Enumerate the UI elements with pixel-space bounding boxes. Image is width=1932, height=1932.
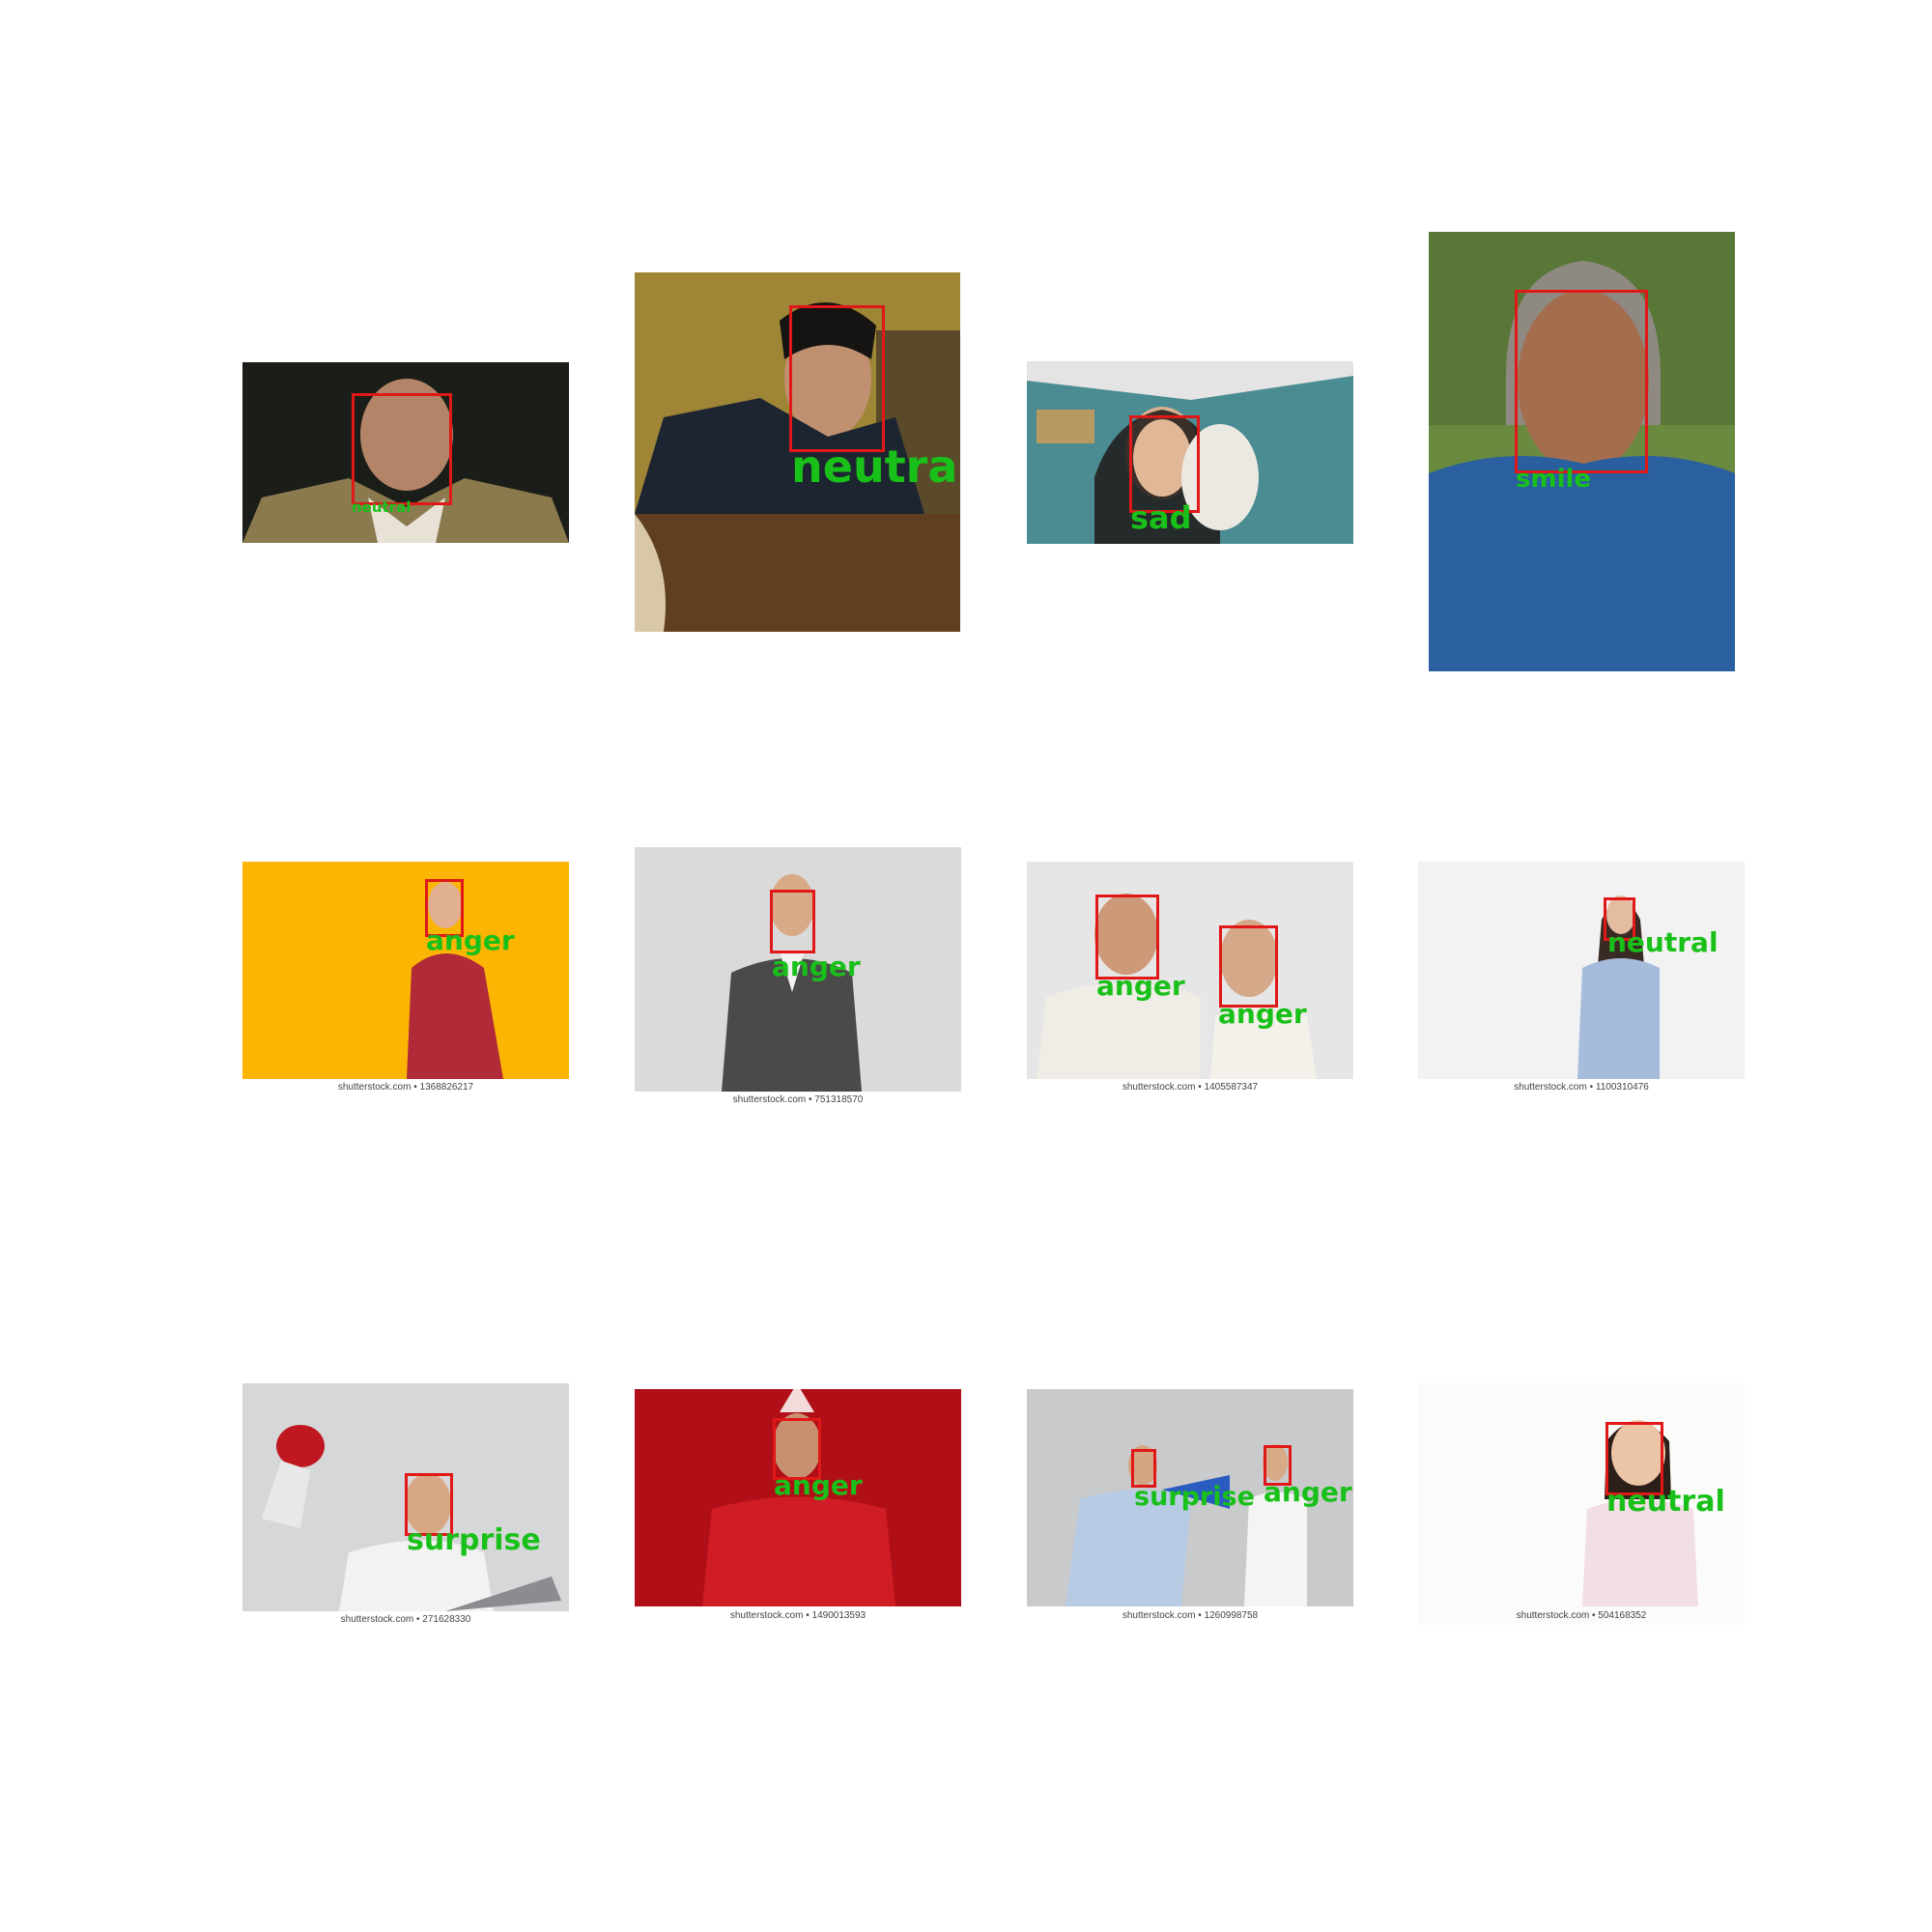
watermark-text: shutterstock.com • 1260998758	[1122, 1610, 1259, 1621]
watermark-text: shutterstock.com • 1100310476	[1514, 1082, 1649, 1093]
photo-panel-10: anger shutterstock.com • 1490013593	[635, 1383, 961, 1625]
face-bounding-box	[405, 1473, 453, 1536]
photo-panel-2: neutral	[635, 272, 960, 632]
photo-scene	[242, 1383, 569, 1625]
emotion-label: surprise	[1134, 1482, 1255, 1512]
photo-panel-12: neutral shutterstock.com • 504168352	[1418, 1383, 1745, 1625]
watermark-text: shutterstock.com • 1368826217	[337, 1082, 474, 1093]
emotion-label: surprise	[407, 1523, 541, 1557]
face-bounding-box	[770, 890, 815, 953]
photo-scene	[242, 862, 569, 1094]
photo-panel-6: anger shutterstock.com • 751318570	[635, 847, 961, 1108]
watermark-text: shutterstock.com • 1405587347	[1122, 1082, 1259, 1093]
emotion-label: neutral	[1606, 1485, 1725, 1519]
face-bounding-box	[773, 1418, 821, 1480]
watermark-text: shutterstock.com • 271628330	[340, 1614, 471, 1625]
photo-scene	[635, 272, 960, 632]
photo-scene	[1418, 1383, 1745, 1625]
face-bounding-box	[1605, 1422, 1663, 1495]
emotion-label: anger	[1096, 970, 1185, 1002]
face-bounding-box	[1264, 1445, 1292, 1486]
watermark-text: shutterstock.com • 504168352	[1516, 1610, 1647, 1621]
face-bounding-box	[352, 393, 452, 505]
photo-panel-1: neutral	[242, 362, 569, 543]
emotion-label: anger	[1218, 998, 1307, 1030]
face-bounding-box	[1604, 897, 1635, 941]
photo-scene	[1418, 862, 1745, 1094]
photo-scene	[1027, 862, 1353, 1094]
photo-panel-4: smile	[1429, 232, 1735, 671]
photo-panel-5: anger shutterstock.com • 1368826217	[242, 862, 569, 1094]
emotion-label: neutral	[352, 498, 412, 516]
face-bounding-box	[1515, 290, 1648, 473]
emotion-label: neutral	[791, 440, 960, 493]
watermark-text: shutterstock.com • 751318570	[732, 1094, 864, 1105]
emotion-label: anger	[426, 924, 515, 956]
photo-panel-8: neutral shutterstock.com • 1100310476	[1418, 862, 1745, 1094]
photo-scene	[635, 847, 961, 1108]
emotion-label: neutral	[1607, 926, 1719, 958]
face-bounding-box	[1131, 1449, 1156, 1488]
emotion-label: smile	[1516, 465, 1592, 494]
photo-scene	[242, 362, 569, 543]
emotion-label: anger	[772, 951, 861, 982]
face-bounding-box	[789, 305, 885, 452]
emotion-label: anger	[1264, 1476, 1352, 1508]
photo-panel-7: anger anger shutterstock.com • 140558734…	[1027, 862, 1353, 1094]
photo-scene	[635, 1383, 961, 1625]
photo-scene	[1027, 1383, 1353, 1625]
watermark-text: shutterstock.com • 1490013593	[729, 1610, 867, 1621]
photo-panel-9: surprise shutterstock.com • 271628330	[242, 1383, 569, 1625]
face-bounding-box	[1095, 895, 1159, 980]
emotion-label: sad	[1130, 499, 1192, 536]
photo-panel-11: surprise anger shutterstock.com • 126099…	[1027, 1383, 1353, 1625]
emotion-label: anger	[774, 1469, 863, 1501]
photo-scene	[1429, 232, 1735, 671]
face-bounding-box	[1219, 925, 1278, 1008]
face-bounding-box	[1129, 415, 1200, 513]
face-bounding-box	[425, 879, 464, 937]
photo-panel-3: sad	[1027, 361, 1353, 544]
